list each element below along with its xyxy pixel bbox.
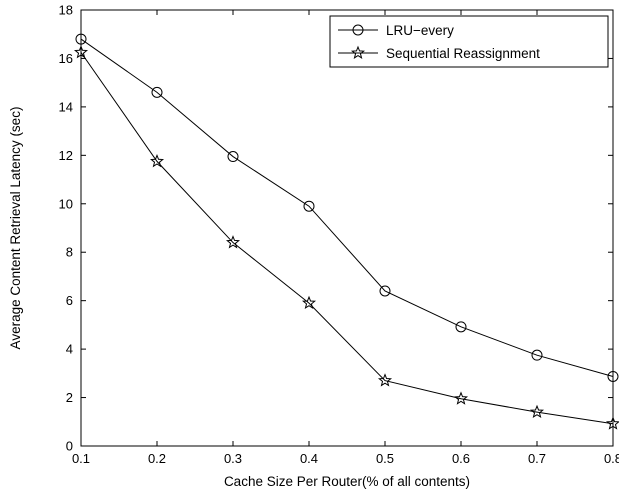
series-line [80,38,614,377]
data-point-star [301,295,317,310]
y-tick-label: 16 [59,51,73,66]
legend-box [329,15,609,68]
y-tick-label: 10 [59,196,73,211]
legend-label-lru: LRU−every [386,23,454,38]
y-tick-labels: 0 2 4 6 8 10 12 14 16 18 [59,3,73,454]
data-point-star [453,391,469,405]
series-sequential-reassignment [73,45,619,430]
data-point-circle [455,321,467,333]
y-tick-label: 0 [66,439,73,454]
x-axis-label: Cache Size Per Router(% of all contents) [224,474,470,489]
data-point-circle [227,151,239,163]
x-tick-label: 0.1 [72,451,90,466]
axis-ticks [80,9,614,447]
data-point-star [73,45,89,59]
data-point-circle [151,86,163,98]
y-tick-label: 18 [59,3,73,18]
x-tick-label: 0.8 [604,451,619,466]
y-tick-label: 14 [59,99,73,114]
data-point-circle [75,33,87,45]
legend-circle-marker [352,24,364,36]
y-tick-label: 4 [66,342,73,357]
data-point-star [149,154,165,168]
data-point-circle [379,285,391,297]
legend-star-marker [350,45,366,59]
data-point-star [605,416,619,430]
x-tick-labels: 0.1 0.2 0.3 0.4 0.5 0.6 0.7 0.8 [72,451,619,466]
y-tick-label: 12 [59,148,73,163]
x-tick-label: 0.6 [452,451,470,466]
x-tick-label: 0.3 [224,451,242,466]
y-tick-label: 2 [66,390,73,405]
series-lru-every [75,33,619,382]
data-point-circle [531,349,543,361]
series-line [80,52,614,425]
legend: LRU−every Sequential Reassignment [329,15,609,68]
data-point-circle [607,370,619,382]
legend-label-sequential: Sequential Reassignment [386,46,540,61]
plot-frame [80,9,614,447]
y-axis-label: Average Content Retrieval Latency (sec) [8,107,23,350]
y-tick-label: 6 [66,293,73,308]
x-tick-label: 0.4 [300,451,318,466]
data-point-star [529,404,545,419]
x-tick-label: 0.7 [528,451,546,466]
series-layer [73,33,619,430]
x-tick-label: 0.5 [376,451,394,466]
data-point-circle [303,200,315,212]
data-point-star [377,373,393,387]
y-tick-label: 8 [66,245,73,260]
data-point-star [225,235,241,249]
x-tick-label: 0.2 [148,451,166,466]
